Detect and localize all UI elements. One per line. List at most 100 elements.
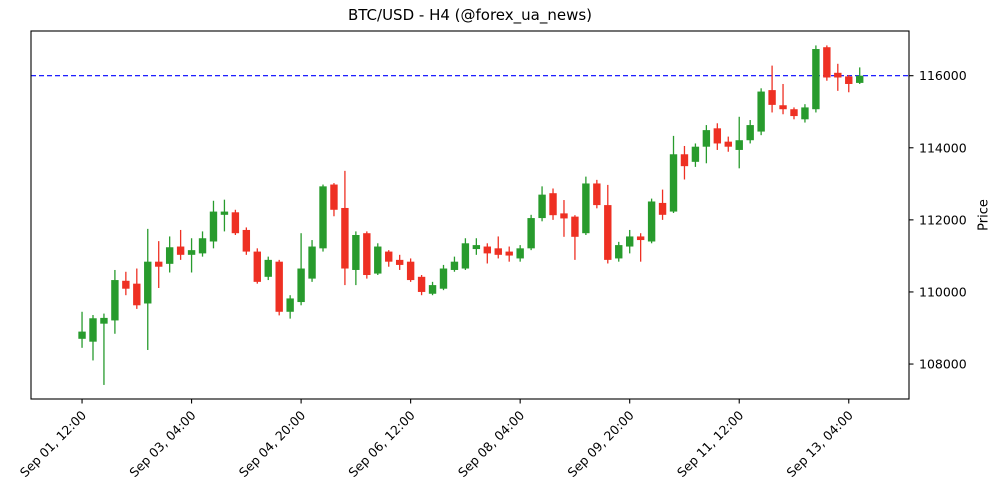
candle-down <box>385 250 393 267</box>
candle-down <box>275 259 283 316</box>
candle-up <box>615 241 623 262</box>
candle-body <box>768 90 776 105</box>
candle-body <box>593 183 601 206</box>
candle-body <box>308 246 316 279</box>
candle-up <box>461 238 470 270</box>
candle-body <box>735 140 743 150</box>
candle-up <box>582 176 590 236</box>
candle-body <box>286 298 294 312</box>
candle-down <box>834 63 842 91</box>
candle-body <box>615 245 623 259</box>
candle-up <box>144 228 152 350</box>
candle-down <box>505 246 513 262</box>
candle-body <box>461 243 470 269</box>
candle-body <box>176 246 185 255</box>
candle-down <box>845 74 853 93</box>
candle-up <box>374 243 382 276</box>
x-tick-label: Sep 08, 04:00 <box>455 407 527 479</box>
candle-body <box>856 75 864 83</box>
x-tick-label: Sep 01, 12:00 <box>17 407 89 479</box>
candle-down <box>406 258 415 282</box>
candle-up <box>669 135 678 214</box>
candle-body <box>724 141 732 147</box>
candle-body <box>100 317 108 324</box>
candle-up <box>78 311 86 348</box>
candle-down <box>330 183 338 217</box>
candle-body <box>505 251 513 256</box>
candle-down <box>680 145 689 180</box>
candle-body <box>823 47 831 78</box>
x-tick-label: Sep 09, 20:00 <box>564 407 636 479</box>
candle-down <box>560 200 568 237</box>
candle-body <box>385 251 393 262</box>
candle-down <box>494 236 502 259</box>
candle-body <box>242 229 251 252</box>
candle-up <box>702 125 711 164</box>
candle-down <box>231 209 240 236</box>
candle-down <box>823 45 831 81</box>
candle-body <box>144 261 152 304</box>
candle-up <box>625 229 634 254</box>
candle-body <box>834 72 842 78</box>
y-tick-label: 114000 <box>919 140 967 155</box>
candle-up <box>220 199 229 232</box>
candle-down <box>724 136 732 152</box>
candle-body <box>374 246 382 274</box>
candle-up <box>812 45 820 113</box>
candle-down <box>779 83 787 115</box>
candle-body <box>472 245 481 250</box>
candle-body <box>198 238 207 254</box>
candle-body <box>439 268 448 289</box>
candle-body <box>483 246 492 254</box>
candle-up <box>286 295 294 319</box>
candle-body <box>406 261 415 281</box>
candle-up <box>165 236 174 273</box>
candle-down <box>768 65 776 113</box>
candle-body <box>746 125 754 141</box>
candle-body <box>165 247 174 264</box>
candle-up <box>187 238 196 273</box>
candle-body <box>275 261 283 312</box>
candle-body <box>187 250 196 255</box>
candle-up <box>297 233 305 306</box>
candle-up <box>308 240 316 282</box>
candle-body <box>428 285 437 294</box>
x-tick-label: Sep 11, 12:00 <box>674 407 746 479</box>
candle-body <box>801 107 809 120</box>
candle-down <box>483 243 492 264</box>
candle-up <box>735 116 743 169</box>
candle-body <box>669 154 678 212</box>
candle-body <box>450 261 459 270</box>
candle-down <box>122 271 130 296</box>
candle-up <box>89 315 97 361</box>
candle-up <box>352 231 360 286</box>
candle-body <box>647 201 656 242</box>
candle-body <box>625 236 634 247</box>
x-tick-label: Sep 06, 12:00 <box>345 407 417 479</box>
candle-body <box>560 213 568 219</box>
candle-body <box>691 146 700 162</box>
candle-body <box>494 248 502 255</box>
candle-up <box>319 184 327 252</box>
candle-up <box>198 231 207 257</box>
candle-body <box>352 235 360 270</box>
candle-body <box>155 261 163 267</box>
candle-down <box>658 189 667 220</box>
y-axis-label: Price <box>976 199 992 231</box>
candle-body <box>757 91 765 132</box>
candle-body <box>264 259 272 277</box>
candle-body <box>133 283 141 306</box>
candle-up <box>856 67 864 84</box>
candle-body <box>417 276 426 292</box>
candle-down <box>571 215 579 260</box>
candle-down <box>242 227 251 255</box>
candle-body <box>680 154 689 167</box>
candle-body <box>779 105 787 110</box>
candle-body <box>702 130 711 147</box>
candle-down <box>636 233 645 262</box>
candle-down <box>133 268 141 309</box>
candle-up <box>647 198 656 244</box>
candle-up <box>100 313 108 385</box>
